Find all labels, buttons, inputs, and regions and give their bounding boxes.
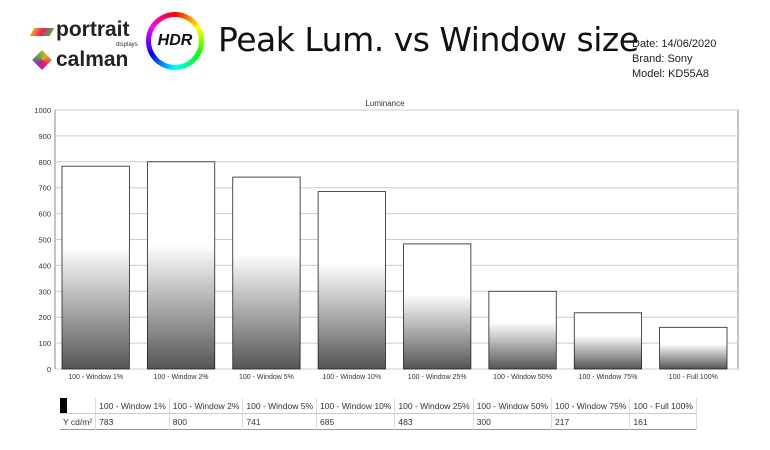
portrait-logo-icon — [29, 28, 55, 36]
date-label: Date: 14/06/2020 — [632, 38, 717, 50]
model-label: Model: KD55A8 — [632, 68, 710, 80]
column-header: 100 - Window 10% — [316, 398, 396, 414]
bar — [317, 191, 386, 370]
x-tick-label: 100 - Window 10% — [322, 374, 381, 381]
hdr-badge-text: HDR — [151, 17, 199, 65]
y-tick-label: 700 — [38, 184, 51, 193]
y-tick-label: 300 — [38, 287, 51, 296]
y-tick-label: 400 — [38, 261, 51, 270]
table-cell: 161 — [629, 413, 697, 430]
calman-logo-icon — [32, 50, 52, 70]
brand-label: Brand: Sony — [632, 53, 693, 65]
y-tick-label: 800 — [38, 158, 51, 167]
table-cell: 783 — [95, 413, 170, 430]
bar — [146, 161, 216, 370]
column-header: 100 - Window 25% — [394, 398, 474, 414]
table-cell: 800 — [168, 413, 244, 430]
corner-cell — [60, 398, 97, 414]
bar — [61, 165, 130, 370]
table-cell: 300 — [472, 413, 553, 430]
x-tick-label: 100 - Window 25% — [408, 374, 467, 381]
column-header: 100 - Window 5% — [242, 398, 318, 414]
x-tick-label: 100 - Window 50% — [493, 374, 552, 381]
column-header: 100 - Full 100% — [629, 398, 697, 414]
table-cell: 741 — [242, 413, 318, 430]
bar — [659, 326, 728, 370]
bar — [488, 290, 557, 370]
logo-displays: displays — [116, 42, 138, 48]
y-tick-label: 600 — [38, 210, 51, 219]
x-tick-label: 100 - Window 75% — [579, 374, 638, 381]
x-tick-label: 100 - Window 2% — [154, 374, 209, 381]
logo-portrait: portrait — [56, 18, 130, 41]
logo-calman: calman — [56, 48, 129, 71]
bar — [232, 176, 301, 370]
y-tick-label: 100 — [38, 339, 51, 348]
column-header: 100 - Window 2% — [169, 398, 244, 414]
y-tick-label: 200 — [38, 313, 51, 322]
chart-title: Luminance — [365, 99, 405, 108]
bar — [403, 243, 472, 370]
row-label: Y cd/m² — [60, 413, 97, 430]
x-tick-label: 100 - Window 5% — [239, 374, 294, 381]
luminance-chart: Luminance 0 100 200 300 400 500 600 700 800 900 10… — [34, 99, 739, 381]
hdr-badge: HDR — [146, 12, 204, 70]
column-header: 100 - Window 50% — [473, 398, 553, 414]
page-title: Peak Lum. vs Window size — [218, 20, 639, 59]
table-cell: 483 — [394, 413, 474, 430]
y-tick-label: 500 — [38, 236, 51, 245]
x-tick-label: 100 - Full 100% — [669, 374, 718, 381]
y-tick-label: 0 — [47, 365, 51, 374]
table-cell: 685 — [316, 413, 396, 430]
column-header: 100 - Window 75% — [551, 398, 631, 414]
bar — [573, 312, 643, 370]
column-header: 100 - Window 1% — [95, 398, 170, 414]
y-tick-label: 1000 — [34, 106, 51, 115]
y-tick-label: 900 — [38, 132, 51, 141]
x-tick-label: 100 - Window 1% — [68, 374, 123, 381]
table-cell: 217 — [551, 413, 631, 430]
